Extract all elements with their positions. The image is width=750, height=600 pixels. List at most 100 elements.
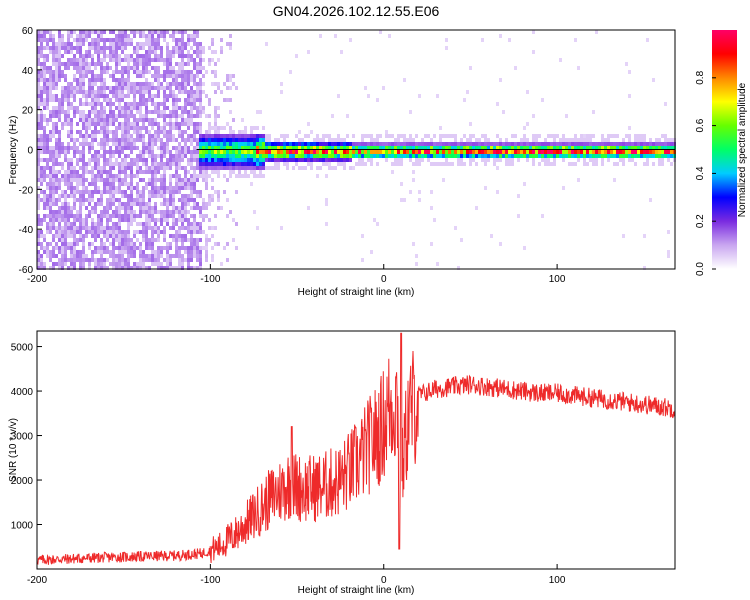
spectrogram-cell xyxy=(112,182,115,186)
spectrogram-cell xyxy=(124,190,127,194)
spectrogram-cell xyxy=(151,226,154,230)
spectrogram-cell xyxy=(49,50,52,54)
spectrogram-cell xyxy=(283,138,286,142)
spectrogram-cell xyxy=(73,30,76,34)
spectrogram-cell xyxy=(145,58,148,62)
spectrogram-cell xyxy=(313,142,316,146)
spectrogram-cell xyxy=(628,94,631,98)
spectrogram-cell xyxy=(40,118,43,122)
spectrogram-cell xyxy=(280,142,283,146)
spectrogram-cell xyxy=(121,230,124,234)
spectrogram-cell xyxy=(469,150,472,154)
spectrogram-cell xyxy=(37,194,40,198)
spectrogram-cell xyxy=(514,146,517,150)
spectrogram-cell xyxy=(196,106,199,110)
spectrogram-cell xyxy=(106,150,109,154)
spectrogram-cell xyxy=(163,90,166,94)
spectrogram-cell xyxy=(37,242,40,246)
spectrogram-cell xyxy=(61,190,64,194)
spectrogram-cell xyxy=(103,38,106,42)
spectrogram-cell xyxy=(226,78,229,82)
spectrogram-cell xyxy=(37,254,40,258)
spectrogram-cell xyxy=(208,226,211,230)
spectrogram-cell xyxy=(457,266,460,270)
spectrogram-cell xyxy=(52,218,55,222)
spectrogram-cell xyxy=(184,138,187,142)
spectrogram-cell xyxy=(211,50,214,54)
spectrogram-cell xyxy=(163,106,166,110)
spectrogram-cell xyxy=(115,126,118,130)
spectrogram-cell xyxy=(58,78,61,82)
spectrogram-cell xyxy=(46,198,49,202)
spectrogram-cell xyxy=(205,242,208,246)
spectrogram-cell xyxy=(349,150,352,154)
spectrogram-cell xyxy=(658,142,661,146)
spectrogram-cell xyxy=(37,102,40,106)
spectrogram-cell xyxy=(193,62,196,66)
spectrogram-cell xyxy=(214,74,217,78)
spectrogram-cell xyxy=(172,218,175,222)
spectrogram-cell xyxy=(61,106,64,110)
spectrogram-cell xyxy=(145,126,148,130)
spectrogram-cell xyxy=(103,138,106,142)
spectrogram-cell xyxy=(46,214,49,218)
spectrogram-cell xyxy=(79,266,82,270)
spectrogram-cell xyxy=(334,150,337,154)
spectrogram-cell xyxy=(49,82,52,86)
spectrogram-cell xyxy=(112,198,115,202)
spectrogram-cell xyxy=(79,62,82,66)
spectrogram-cell xyxy=(175,162,178,166)
spectrogram-cell xyxy=(409,190,412,194)
spectrogram-cell xyxy=(205,182,208,186)
spectrogram-cell xyxy=(100,246,103,250)
spectrogram-cell xyxy=(70,190,73,194)
spectrogram-cell xyxy=(484,138,487,142)
spectrogram-cell xyxy=(196,158,199,162)
spectrogram-cell xyxy=(223,138,226,142)
spectrogram-cell xyxy=(49,254,52,258)
spectrogram-cell xyxy=(217,114,220,118)
spectrogram-cell xyxy=(64,194,67,198)
spectrogram-cell xyxy=(358,150,361,154)
spectrogram-cell xyxy=(145,62,148,66)
spectrogram-cell xyxy=(97,86,100,90)
spectrogram-cell xyxy=(88,90,91,94)
spectrogram-cell xyxy=(454,226,457,230)
spectrogram-cell xyxy=(589,146,592,150)
spectrogram-cell xyxy=(217,106,220,110)
spectrogram-cell xyxy=(37,94,40,98)
spectrogram-cell xyxy=(193,178,196,182)
spectrogram-cell xyxy=(106,258,109,262)
spectrogram-cell xyxy=(193,214,196,218)
spectrogram-cell xyxy=(226,74,229,78)
spectrogram-cell xyxy=(79,42,82,46)
spectrogram-cell xyxy=(466,150,469,154)
spectrogram-cell xyxy=(400,150,403,154)
spectrogram-cell xyxy=(175,82,178,86)
spectrogram-cell xyxy=(652,150,655,154)
spectrogram-cell xyxy=(172,214,175,218)
spectrogram-cell xyxy=(529,142,532,146)
spectrogram-cell xyxy=(169,122,172,126)
spectrogram-cell xyxy=(490,146,493,150)
spectrogram-cell xyxy=(106,134,109,138)
spectrogram-cell xyxy=(133,50,136,54)
spectrogram-cell xyxy=(82,218,85,222)
spectrogram-cell xyxy=(196,142,199,146)
spectrogram-cell xyxy=(40,30,43,34)
spectrogram-cell xyxy=(163,162,166,166)
spectrogram-cell xyxy=(121,262,124,266)
spectrogram-cell xyxy=(94,250,97,254)
spectrogram-cell xyxy=(55,202,58,206)
spectrogram-cell xyxy=(511,150,514,154)
spectrogram-cell xyxy=(376,222,379,226)
spectrogram-cell xyxy=(64,174,67,178)
spectrogram-cell xyxy=(196,242,199,246)
spectrogram-cell xyxy=(85,66,88,70)
spectrogram-cell xyxy=(151,94,154,98)
spectrogram-cell xyxy=(190,222,193,226)
spectrogram-cell xyxy=(643,150,646,154)
spectrogram-cell xyxy=(163,150,166,154)
spectrogram-cell xyxy=(454,150,457,154)
spectrogram-cell xyxy=(199,90,202,94)
